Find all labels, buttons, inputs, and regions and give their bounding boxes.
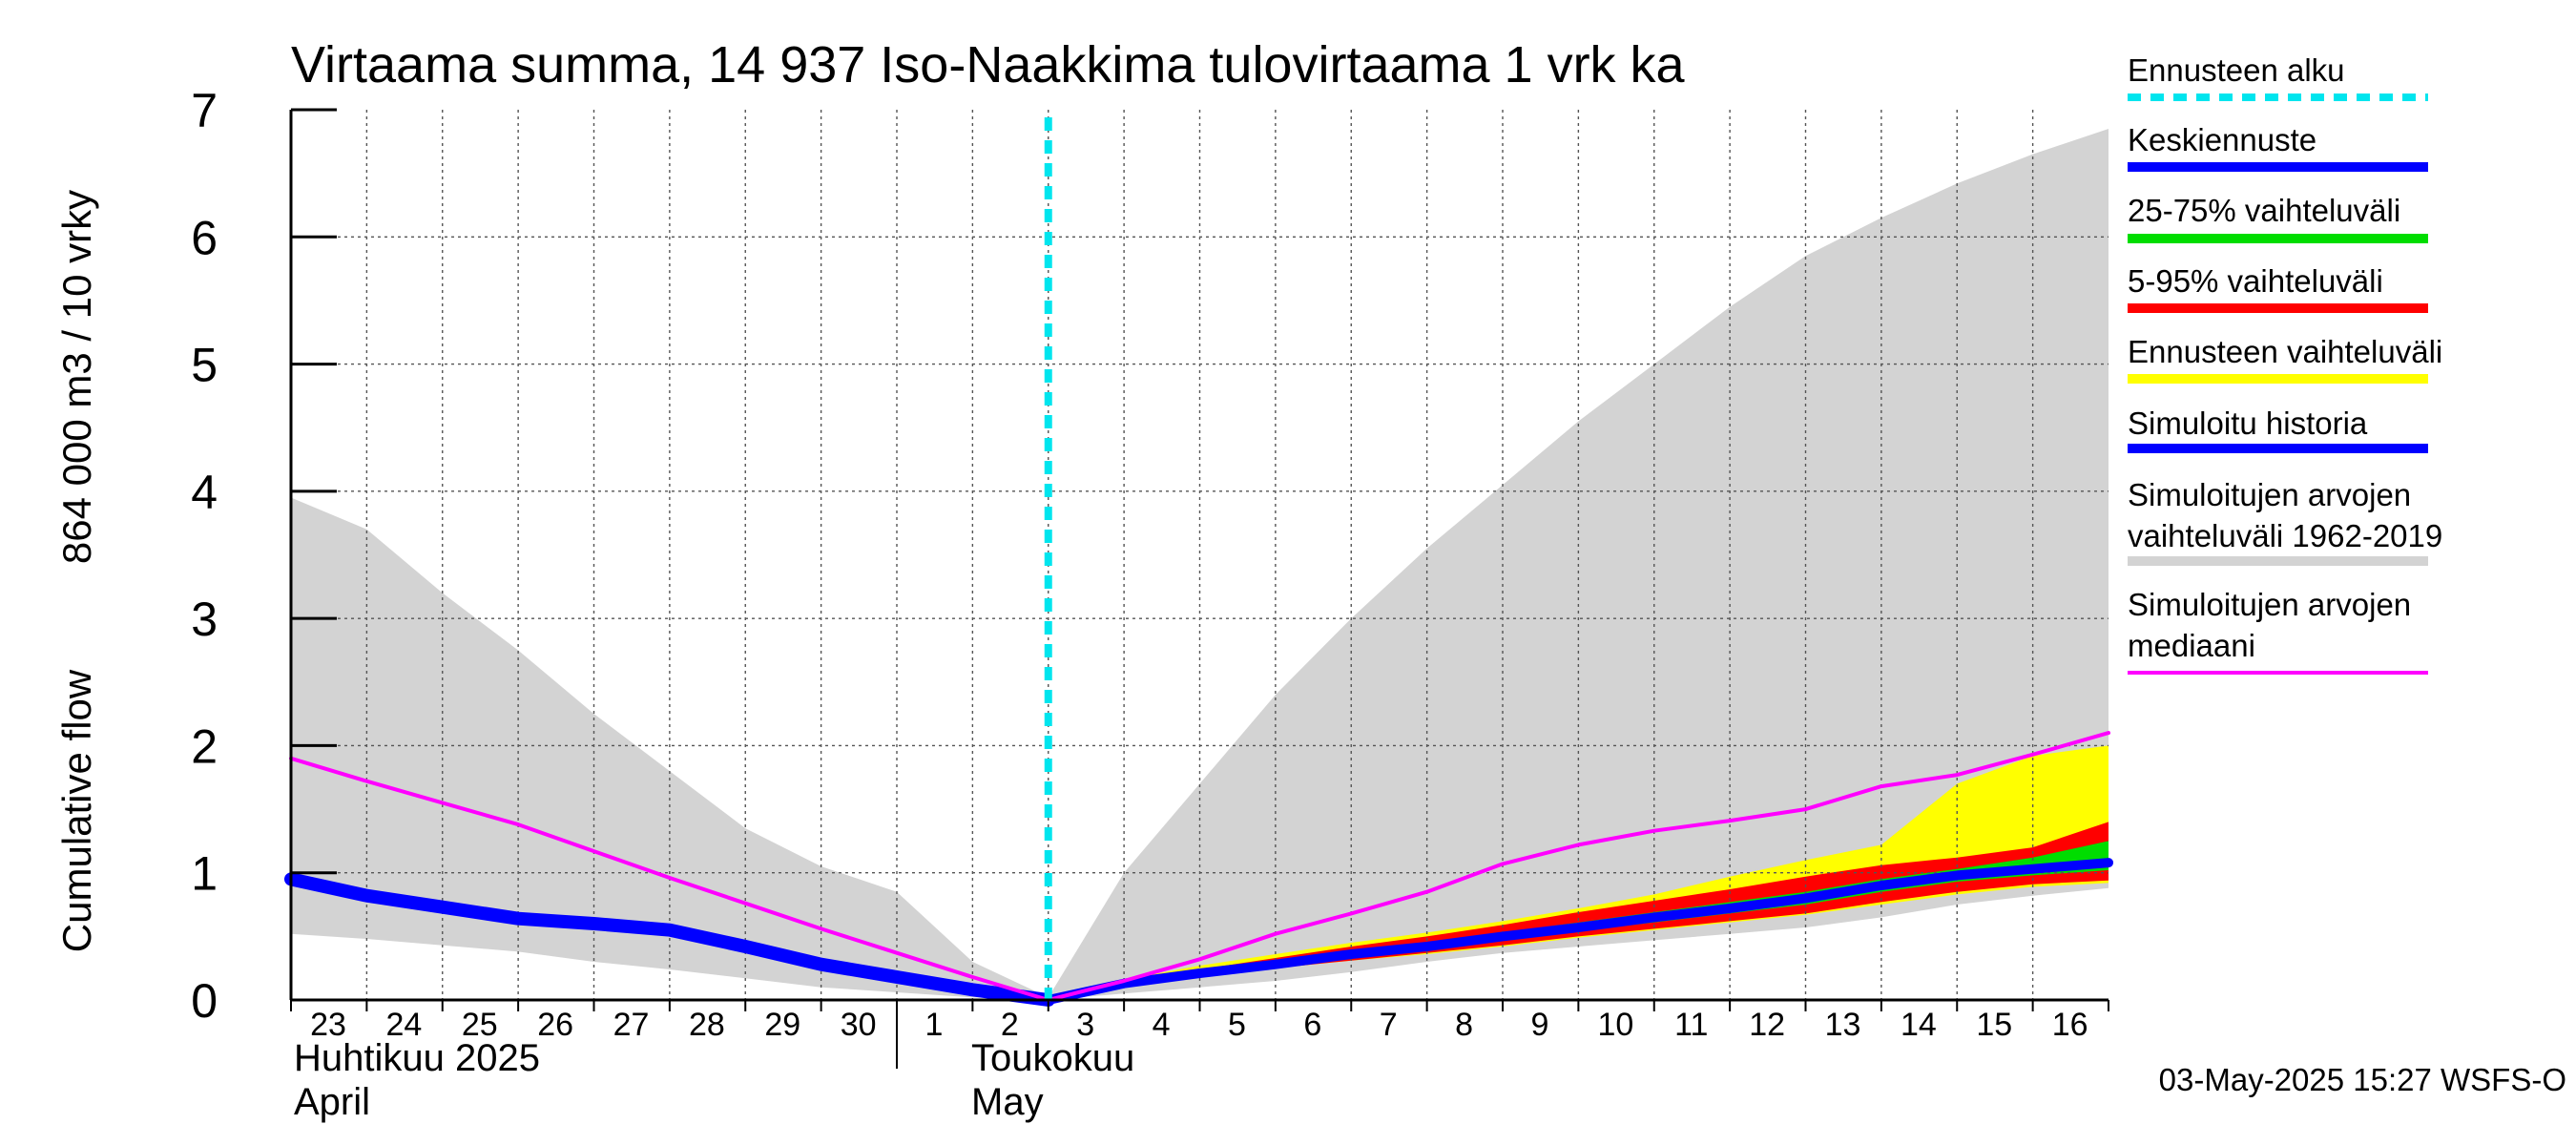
legend-label: 5-95% vaihteluväli [2128,263,2383,299]
y-tick-label: 4 [191,466,218,519]
legend-label: Simuloitu historia [2128,406,2368,441]
line-keskiennuste [1043,858,2113,1005]
x-tick-label: 1 [925,1007,944,1043]
line-simuloitu-historia [284,872,1055,1007]
y-axis-label-line2: 864 000 m3 / 10 vrky [54,190,99,564]
x-tick-label: 9 [1531,1007,1549,1043]
y-tick-label: 6 [191,211,218,264]
legend-label: mediaani [2128,628,2255,663]
legend-label: Keskiennuste [2128,122,2316,157]
x-tick-label: 15 [1976,1007,2012,1043]
y-tick-label: 3 [191,593,218,646]
legend-label: vaihteluväli 1962-2019 [2128,518,2442,553]
x-tick-label: 4 [1153,1007,1171,1043]
x-tick-label: 7 [1380,1007,1398,1043]
x-tick-label: 25 [462,1007,498,1043]
x-tick-label: 30 [841,1007,877,1043]
y-tick-label: 2 [191,719,218,773]
x-tick-label: 6 [1303,1007,1321,1043]
x-tick-label: 23 [310,1007,346,1043]
x-tick-label: 2 [1001,1007,1019,1043]
x-tick-label: 10 [1597,1007,1633,1043]
x-tick-label: 13 [1825,1007,1861,1043]
legend-label: Ennusteen alku [2128,52,2345,88]
x-tick-label: 3 [1076,1007,1094,1043]
timestamp: 03-May-2025 15:27 WSFS-O [2159,1062,2566,1097]
legend-label: 25-75% vaihteluväli [2128,193,2400,228]
band-simuloitujen-arvojen-vaihteluv-li-1962-2019 [291,129,2109,1000]
month-label-april-fi: Huhtikuu 2025 [294,1037,540,1079]
chart-title: Virtaama summa, 14 937 Iso-Naakkima tulo… [291,36,1686,94]
y-tick-label: 1 [191,847,218,901]
legend: Ennusteen alku Keskiennuste 25-75% vaihtel… [2128,52,2442,675]
y-tick-label: 7 [191,84,218,137]
month-label-may-fi: Toukokuu [971,1037,1134,1079]
x-tick-label: 5 [1228,1007,1246,1043]
data-lines [284,731,2113,1007]
month-label-april-en: April [294,1081,370,1123]
x-tick-label: 16 [2052,1007,2088,1043]
x-tick-label: 27 [613,1007,650,1043]
x-tick-label: 29 [764,1007,800,1043]
x-tick-label: 8 [1455,1007,1473,1043]
x-ticks: 23 24 25 26 27 28 29 30 1 2 3 4 5 6 7 8 9 10 11 12 13 14 15 16 [290,1000,2109,1069]
legend-label: Simuloitujen arvojen [2128,587,2411,622]
x-tick-label: 11 [1674,1007,1708,1043]
line-simuloitujen-arvojen-mediaani [289,731,2110,1002]
legend-label: Ennusteen vaihteluväli [2128,334,2442,369]
x-tick-label: 14 [1901,1007,1937,1043]
x-tick-label: 26 [537,1007,573,1043]
y-axis-label-line1: Cumulative flow [54,669,99,952]
x-tick-label: 28 [689,1007,725,1043]
legend-label: Simuloitujen arvojen [2128,477,2411,512]
y-ticks: 0 1 2 3 4 5 6 7 [191,84,337,1028]
x-tick-label: 12 [1749,1007,1785,1043]
x-tick-label: 24 [385,1007,422,1043]
y-tick-label: 5 [191,339,218,392]
month-label-may-en: May [971,1081,1044,1123]
y-tick-label: 0 [191,974,218,1028]
